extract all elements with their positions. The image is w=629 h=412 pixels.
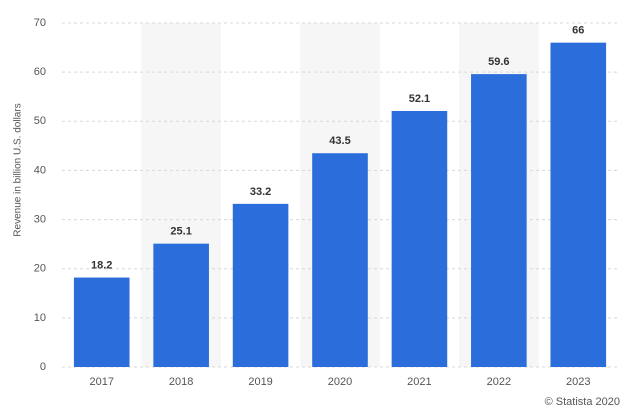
- x-tick-label: 2019: [248, 376, 272, 388]
- value-label: 52.1: [409, 93, 430, 105]
- bar: [232, 203, 289, 367]
- credit: © Statista 2020: [545, 396, 620, 408]
- value-label: 66: [572, 25, 584, 37]
- x-tick-label: 2021: [407, 376, 431, 388]
- bar: [391, 110, 448, 368]
- y-tick-label: 0: [40, 361, 46, 373]
- value-label: 25.1: [170, 226, 191, 238]
- y-tick-label: 10: [34, 312, 46, 324]
- bar: [550, 42, 607, 368]
- value-label: 43.5: [329, 135, 350, 147]
- x-tick-label: 2020: [328, 376, 352, 388]
- y-tick-label: 40: [34, 164, 46, 176]
- y-tick-label: 20: [34, 263, 46, 275]
- y-tick-label: 70: [34, 17, 46, 29]
- y-axis-label: Revenue in billion U.S. dollars: [13, 103, 24, 236]
- bar: [471, 74, 527, 367]
- bar: [153, 243, 209, 367]
- bar: [312, 153, 368, 367]
- value-label: 18.2: [91, 259, 112, 271]
- x-tick-label: 2022: [487, 376, 511, 388]
- value-label: 59.6: [488, 56, 509, 68]
- value-label: 33.2: [250, 186, 271, 198]
- x-tick-label: 2018: [169, 376, 193, 388]
- x-tick-label: 2017: [89, 376, 113, 388]
- y-tick-label: 60: [34, 66, 46, 78]
- x-tick-label: 2023: [566, 376, 590, 388]
- y-tick-label: 30: [34, 213, 46, 225]
- bar: [73, 277, 130, 367]
- y-tick-label: 50: [34, 115, 46, 127]
